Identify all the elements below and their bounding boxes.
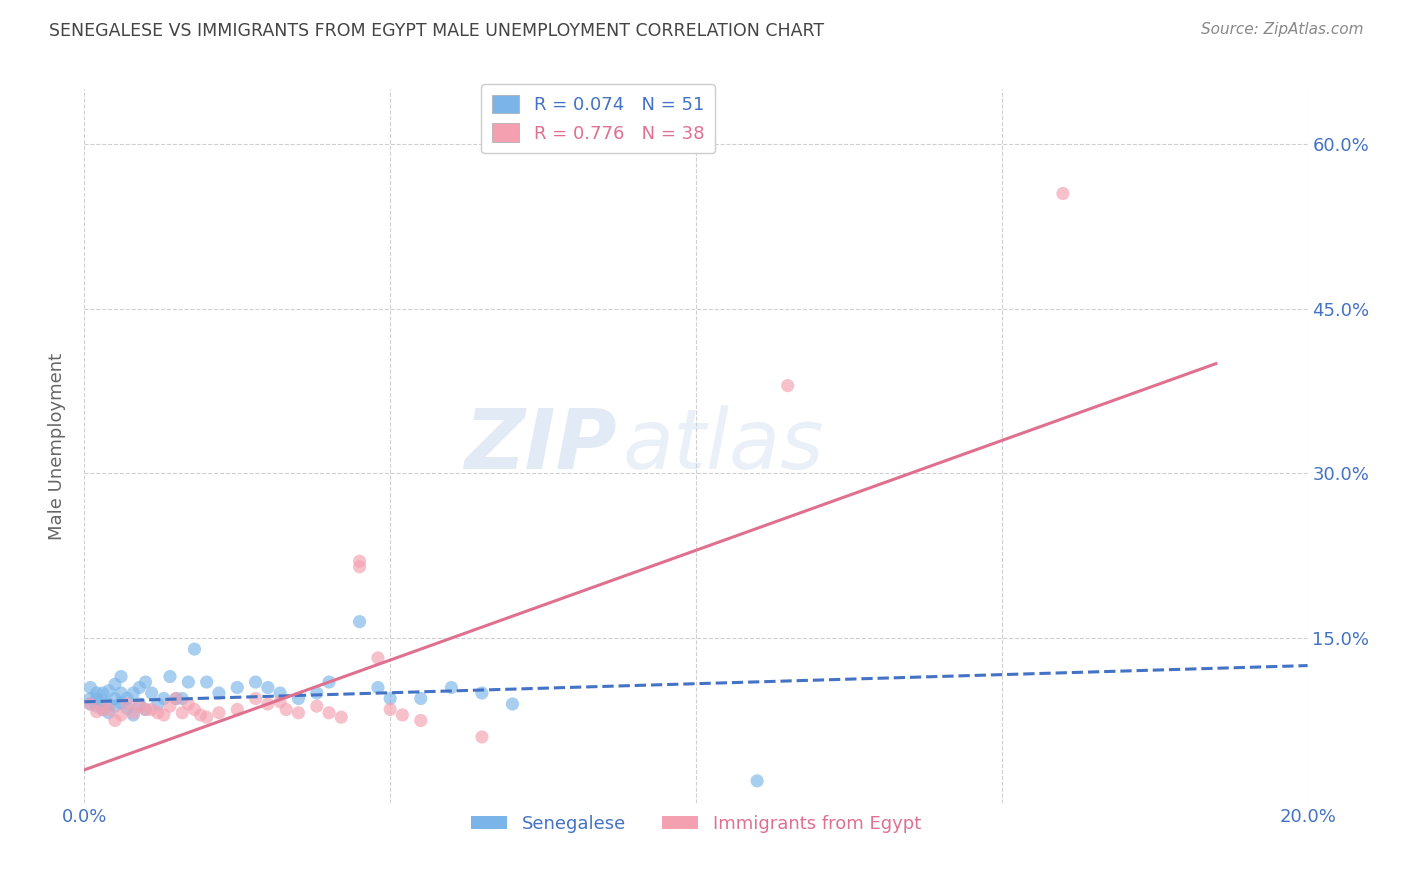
Point [91, 702, 114, 716]
Point [146, 697, 169, 711]
Point [245, 675, 267, 690]
Y-axis label: Male Unemployment: Male Unemployment [48, 352, 66, 540]
Point [367, 651, 389, 665]
Point [115, 697, 138, 711]
Point [257, 697, 280, 711]
Point [183, 702, 205, 716]
Point [226, 681, 249, 695]
Point [287, 691, 309, 706]
Point [135, 675, 157, 690]
Point [79, 697, 101, 711]
Point [1052, 186, 1074, 201]
Point [110, 708, 132, 723]
Point [86, 705, 108, 719]
Point [172, 691, 194, 706]
Point [349, 559, 371, 574]
Point [97, 697, 120, 711]
Point [110, 686, 132, 700]
Point [141, 702, 163, 716]
Point [153, 691, 176, 706]
Point [409, 691, 432, 706]
Point [159, 669, 181, 683]
Point [122, 708, 145, 723]
Point [110, 669, 132, 683]
Point [165, 691, 187, 706]
Point [104, 714, 127, 728]
Point [128, 697, 150, 711]
Text: Source: ZipAtlas.com: Source: ZipAtlas.com [1201, 22, 1364, 37]
Point [391, 708, 413, 723]
Point [172, 706, 194, 720]
Point [135, 702, 157, 716]
Point [409, 714, 432, 728]
Point [110, 696, 132, 710]
Point [330, 710, 353, 724]
Point [165, 691, 187, 706]
Point [502, 697, 524, 711]
Point [195, 675, 218, 690]
Text: SENEGALESE VS IMMIGRANTS FROM EGYPT MALE UNEMPLOYMENT CORRELATION CHART: SENEGALESE VS IMMIGRANTS FROM EGYPT MALE… [49, 22, 824, 40]
Point [747, 773, 769, 788]
Point [195, 710, 218, 724]
Text: atlas: atlas [623, 406, 824, 486]
Point [97, 706, 120, 720]
Point [349, 615, 371, 629]
Point [91, 694, 114, 708]
Point [141, 686, 163, 700]
Point [245, 691, 267, 706]
Point [190, 708, 212, 723]
Point [86, 699, 108, 714]
Point [104, 699, 127, 714]
Point [287, 706, 309, 720]
Point [440, 681, 463, 695]
Point [91, 686, 114, 700]
Point [104, 691, 127, 706]
Point [91, 702, 114, 716]
Point [128, 681, 150, 695]
Point [177, 675, 200, 690]
Point [208, 686, 231, 700]
Point [305, 699, 328, 714]
Point [153, 708, 176, 723]
Point [115, 701, 138, 715]
Point [367, 681, 389, 695]
Point [146, 706, 169, 720]
Point [257, 681, 280, 695]
Point [226, 702, 249, 716]
Point [79, 681, 101, 695]
Point [380, 691, 402, 706]
Point [104, 677, 127, 691]
Point [97, 702, 120, 716]
Point [318, 706, 340, 720]
Point [135, 702, 157, 716]
Point [269, 695, 291, 709]
Point [86, 691, 108, 706]
Point [208, 706, 231, 720]
Text: ZIP: ZIP [464, 406, 616, 486]
Point [159, 699, 181, 714]
Point [97, 683, 120, 698]
Point [471, 686, 494, 700]
Point [115, 691, 138, 706]
Point [122, 706, 145, 720]
Point [79, 697, 101, 711]
Point [183, 642, 205, 657]
Point [305, 686, 328, 700]
Legend: Senegalese, Immigrants from Egypt: Senegalese, Immigrants from Egypt [464, 808, 928, 840]
Point [177, 697, 200, 711]
Point [86, 686, 108, 700]
Point [122, 686, 145, 700]
Point [128, 699, 150, 714]
Point [276, 702, 298, 716]
Point [776, 378, 799, 392]
Point [79, 691, 101, 706]
Point [471, 730, 494, 744]
Point [380, 702, 402, 716]
Point [349, 554, 371, 568]
Point [269, 686, 291, 700]
Point [318, 675, 340, 690]
